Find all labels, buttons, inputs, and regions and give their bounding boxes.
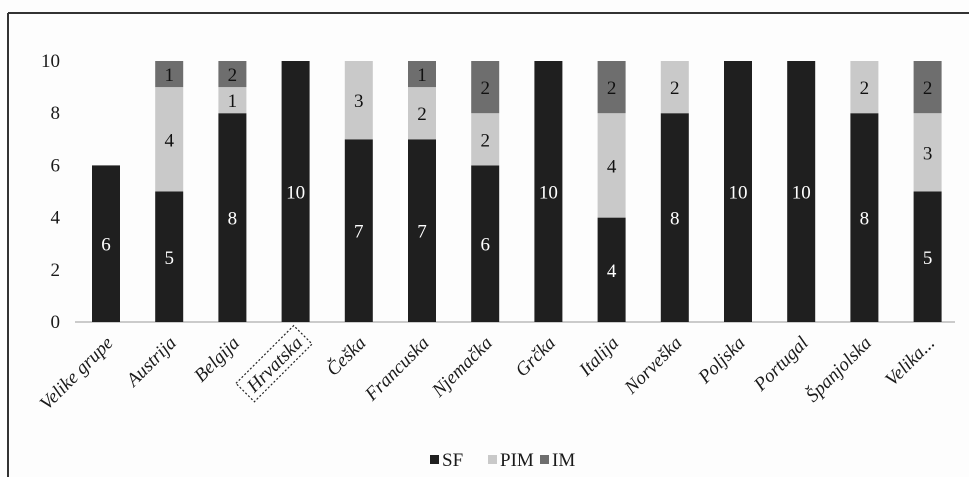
y-tick-label: 4 <box>51 208 61 229</box>
data-label: 10 <box>539 183 558 204</box>
data-label: 2 <box>670 78 680 99</box>
highlight-box <box>235 324 313 403</box>
bar-segment-sf <box>155 191 184 322</box>
bar-segment-im <box>597 61 626 114</box>
data-label: 8 <box>860 209 870 230</box>
category-label: Velika... <box>881 333 939 391</box>
y-tick-label: 2 <box>51 260 61 281</box>
bar-segment-im <box>155 61 184 88</box>
category-label: Španjolska <box>801 332 876 407</box>
category-labels: Velike grupe Austrija Belgija Hrvatska Češka… <box>36 324 939 415</box>
data-label: 2 <box>607 78 617 99</box>
data-label: 4 <box>164 130 174 151</box>
bar-segment-im <box>408 61 436 88</box>
legend-swatch-im <box>540 455 549 464</box>
legend-label-pim: PIM <box>500 450 534 471</box>
category-label: Grčka <box>512 333 560 381</box>
bar-segment-sf <box>660 113 689 322</box>
bars-group: 6 5 4 1 8 1 2 10 7 3 7 2 1 6 2 2 10 4 4 2 8 2 10 10 8 2 5 3 2 <box>92 61 942 322</box>
data-label: 2 <box>860 78 870 99</box>
data-label: 2 <box>923 78 933 99</box>
data-label: 10 <box>286 183 305 204</box>
category-label: Belgija <box>190 333 244 387</box>
category-label: Njemačka <box>427 333 496 402</box>
data-label: 2 <box>480 130 490 151</box>
bar-segment-pim <box>408 87 436 140</box>
data-label: 3 <box>354 91 364 112</box>
data-label: 2 <box>228 65 238 86</box>
data-label: 7 <box>354 222 364 243</box>
data-label: 1 <box>417 65 427 86</box>
category-label: Hrvatska <box>242 333 307 398</box>
bar-segment-sf <box>534 61 563 322</box>
bar-segment-pim <box>597 113 626 218</box>
data-label: 10 <box>792 183 811 204</box>
bar-segment-pim <box>471 113 500 166</box>
legend-swatch-sf <box>430 455 439 464</box>
bar-segment-sf <box>92 165 120 322</box>
bar-segment-pim <box>218 87 247 114</box>
data-label: 4 <box>607 261 617 282</box>
legend-label-im: IM <box>552 450 575 471</box>
y-axis-ticks: 0 2 4 6 8 10 <box>41 51 61 333</box>
data-label: 2 <box>480 78 490 99</box>
bar-segment-sf <box>218 113 247 322</box>
bar-segment-sf <box>724 61 752 322</box>
y-tick-label: 0 <box>51 312 61 333</box>
bar-segment-im <box>913 61 942 114</box>
data-label: 5 <box>164 248 174 269</box>
bar-segment-sf <box>344 139 373 322</box>
bar-segment-sf <box>850 113 879 322</box>
data-label: 8 <box>670 209 680 230</box>
data-label: 4 <box>607 156 617 177</box>
category-label: Norveška <box>620 333 686 399</box>
bar-segment-pim <box>344 61 373 140</box>
data-label: 7 <box>417 222 427 243</box>
y-tick-label: 6 <box>51 155 61 176</box>
legend-swatch-pim <box>488 455 497 464</box>
y-tick-label: 8 <box>51 103 61 124</box>
category-label: Velike grupe <box>36 333 118 415</box>
data-label: 1 <box>164 65 174 86</box>
category-label: Austrija <box>121 333 181 393</box>
data-label: 1 <box>228 91 238 112</box>
data-label: 3 <box>923 143 933 164</box>
data-label: 5 <box>923 248 933 269</box>
category-label: Italija <box>575 333 623 381</box>
data-label: 6 <box>480 235 490 256</box>
bar-segment-sf <box>913 191 942 322</box>
data-label: 10 <box>729 183 748 204</box>
category-label: Francuska <box>361 333 434 406</box>
legend-label-sf: SF <box>442 450 463 471</box>
category-label: Poljska <box>694 333 750 389</box>
bar-segment-im <box>218 61 247 88</box>
bar-segment-im <box>471 61 500 114</box>
data-label: 8 <box>228 209 238 230</box>
category-label: Portugal <box>749 333 812 396</box>
y-tick-label: 10 <box>41 51 60 72</box>
bar-segment-pim <box>155 87 184 192</box>
data-label: 6 <box>101 235 111 256</box>
category-label: Češka <box>322 332 370 380</box>
data-label: 2 <box>417 104 427 125</box>
bar-segment-pim <box>850 61 879 114</box>
bar-segment-sf <box>471 165 500 322</box>
bar-segment-pim <box>660 61 689 114</box>
legend: SF PIM IM <box>430 450 575 471</box>
bar-segment-pim <box>913 113 942 192</box>
bar-segment-sf <box>597 217 626 322</box>
bar-segment-sf <box>281 61 310 322</box>
bar-segment-sf <box>408 139 436 322</box>
bar-segment-sf <box>787 61 816 322</box>
